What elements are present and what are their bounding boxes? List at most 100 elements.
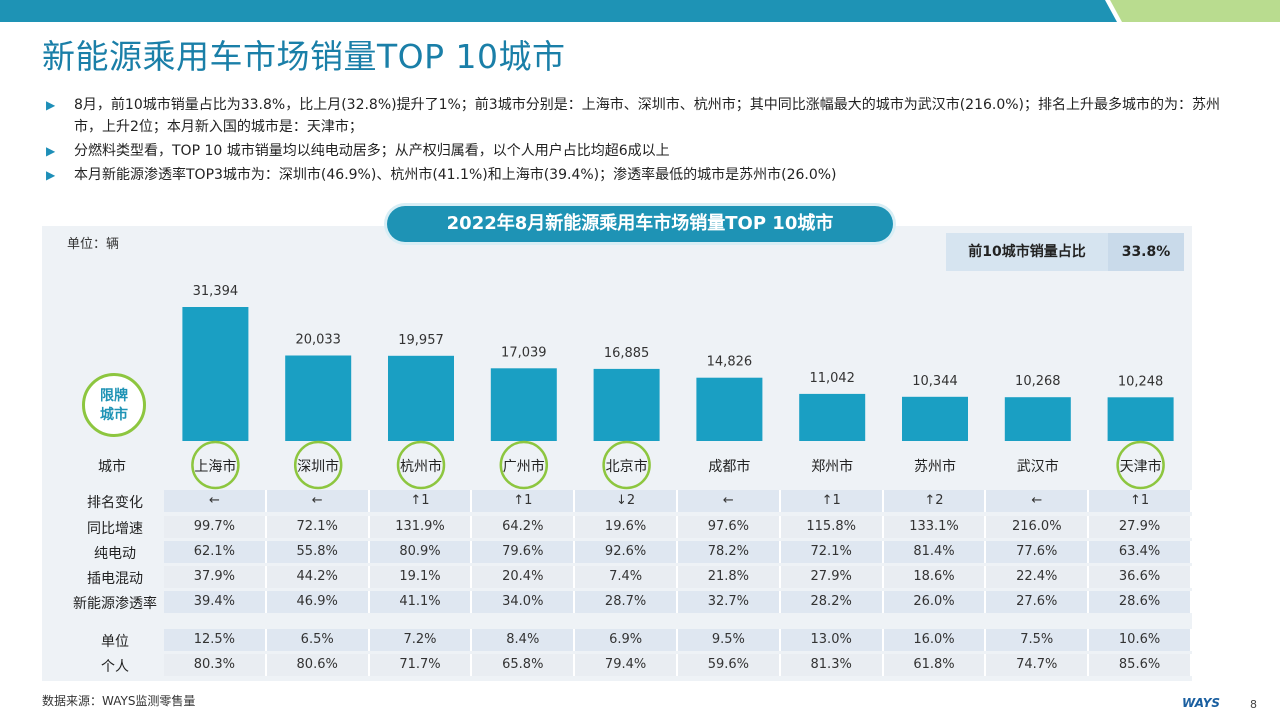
table-row-label: 插电混动: [87, 571, 143, 587]
table-row: 37.9% 44.2% 19.1% 20.4% 7.4% 21.8% 27.9% 18.6% 2…: [164, 566, 1192, 588]
top-decor-band: [0, 0, 1280, 22]
table-cell: 7.2%: [370, 629, 473, 651]
table-cell: 36.6%: [1089, 566, 1192, 588]
table-cell: 32.7%: [678, 591, 781, 613]
top10-share-box: 前10城市销量占比 33.8%: [946, 233, 1184, 271]
bar-杭州市: [388, 355, 454, 441]
table-cell: 81.4%: [884, 541, 987, 563]
table-cell: 34.0%: [472, 591, 576, 613]
city-label: 天津市: [1119, 459, 1162, 475]
table-cell: ↑1: [370, 490, 473, 512]
table-cell: ←: [267, 490, 370, 512]
table-cell: 37.9%: [164, 566, 267, 588]
table-cell: 44.2%: [267, 566, 370, 588]
chart-title: 2022年8月新能源乘用车市场销量TOP 10城市: [387, 206, 893, 242]
bar-value-label: 10,268: [1015, 374, 1061, 389]
restricted-city-ring: [1116, 440, 1165, 490]
table-cell: 20.4%: [472, 566, 576, 588]
slide-title: 新能源乘用车市场销量TOP 10城市: [42, 37, 566, 76]
restricted-city-ring: [191, 440, 240, 490]
table-cell: 12.5%: [164, 629, 267, 651]
table-cell: 7.4%: [575, 566, 678, 588]
table-row-label: 单位: [101, 634, 129, 650]
bar-value-label: 17,039: [501, 345, 547, 360]
table-cell: 72.1%: [267, 516, 370, 538]
table-cell: 16.0%: [884, 629, 987, 651]
bar-value-label: 31,394: [193, 284, 239, 299]
table-cell: 61.8%: [884, 654, 987, 676]
table-cell: ↑1: [1089, 490, 1192, 512]
table-cell: 10.6%: [1089, 629, 1192, 651]
table-cell: 79.6%: [472, 541, 576, 563]
table-row: 62.1% 55.8% 80.9% 79.6% 92.6% 78.2% 72.1% 81.4%…: [164, 541, 1192, 563]
table-cell: 18.6%: [884, 566, 987, 588]
share-label: 前10城市销量占比: [946, 233, 1108, 271]
table-cell: 41.1%: [370, 591, 473, 613]
triangle-bullet-icon: ▶: [46, 98, 56, 112]
unit-label: 单位：辆: [67, 237, 120, 252]
table-cell: 9.5%: [678, 629, 781, 651]
table-cell: 55.8%: [267, 541, 370, 563]
table-cell: 115.8%: [781, 516, 884, 538]
table-cell: 28.7%: [575, 591, 678, 613]
table-cell: ↑1: [781, 490, 884, 512]
table-cell: 22.4%: [986, 566, 1090, 588]
table-cell: 6.5%: [267, 629, 370, 651]
restricted-city-ring: [396, 440, 446, 490]
table-cell: 80.9%: [370, 541, 473, 563]
city-label: 武汉市: [1016, 459, 1059, 475]
bullet-text: 分燃料类型看，TOP 10 城市销量均以纯电动居多；从产权归属看，以个人用户占比…: [74, 143, 670, 159]
city-label: 郑州市: [811, 459, 854, 475]
table-row-label: 个人: [101, 659, 129, 675]
table-cell: 27.9%: [1089, 516, 1192, 538]
table-cell: ↑2: [884, 490, 987, 512]
table-cell: 62.1%: [164, 541, 267, 563]
table-cell: 72.1%: [781, 541, 884, 563]
table-cell: 85.6%: [1089, 654, 1192, 676]
bar-北京市: [593, 368, 660, 441]
table-cell: 79.4%: [575, 654, 678, 676]
bar-value-label: 14,826: [707, 355, 753, 370]
bullet-list: ▶ 8月，前10城市销量占比为33.8%，比上月(32.8%)提升了1%；前3城市…: [46, 94, 1246, 188]
table-row-label: 排名变化: [87, 495, 143, 511]
table-cell: 46.9%: [267, 591, 370, 613]
badge-line: 城市: [100, 407, 128, 423]
share-value: 33.8%: [1108, 233, 1184, 271]
bar-郑州市: [799, 393, 866, 441]
page-number: 8: [1250, 698, 1257, 711]
table-cell: 80.3%: [164, 654, 267, 676]
city-label: 北京市: [605, 459, 648, 475]
table-cell: 77.6%: [986, 541, 1090, 563]
triangle-bullet-icon: ▶: [46, 144, 56, 158]
bar-value-label: 19,957: [398, 333, 444, 348]
table-row-label: 新能源渗透率: [73, 596, 157, 612]
table-cell: 28.2%: [781, 591, 884, 613]
table-row: ← ← ↑1 ↑1 ↓2 ← ↑1 ↑2 ← ↑1: [164, 490, 1192, 512]
table-row: 99.7% 72.1% 131.9% 64.2% 19.6% 97.6% 115.8% 133…: [164, 516, 1192, 538]
table-cell: ↑1: [472, 490, 576, 512]
table-cell: 92.6%: [575, 541, 678, 563]
table-cell: 27.9%: [781, 566, 884, 588]
table-cell: 19.6%: [575, 516, 678, 538]
bar-武汉市: [1004, 397, 1071, 441]
table-cell: 131.9%: [370, 516, 473, 538]
data-source: 数据来源：WAYS监测零售量: [42, 694, 196, 708]
bar-天津市: [1107, 397, 1174, 441]
table-cell: 27.6%: [986, 591, 1090, 613]
bullet-text: 本月新能源渗透率TOP3城市为：深圳市(46.9%)、杭州市(41.1%)和上海…: [74, 167, 837, 183]
table-cell: 26.0%: [884, 591, 987, 613]
table-cell: 133.1%: [884, 516, 987, 538]
table-cell: 216.0%: [986, 516, 1090, 538]
bar-深圳市: [285, 355, 352, 441]
bar-value-label: 16,885: [604, 346, 650, 361]
bullet-item: ▶ 本月新能源渗透率TOP3城市为：深圳市(46.9%)、杭州市(41.1%)和上…: [46, 164, 1246, 186]
table-cell: 28.6%: [1089, 591, 1192, 613]
bar-value-label: 10,248: [1118, 374, 1164, 389]
table-row: 12.5% 6.5% 7.2% 8.4% 6.9% 9.5% 13.0% 16.0% 7.5% 1…: [164, 629, 1192, 651]
table-cell: 74.7%: [986, 654, 1090, 676]
city-label: 深圳市: [297, 459, 340, 475]
city-label: 上海市: [194, 459, 237, 475]
table-cell: 99.7%: [164, 516, 267, 538]
table-row-label: 同比增速: [87, 521, 143, 537]
table-cell: 21.8%: [678, 566, 781, 588]
